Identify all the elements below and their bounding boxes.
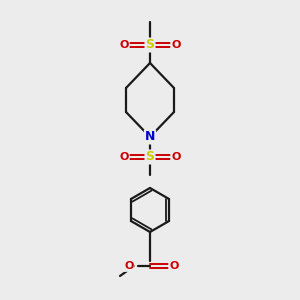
Text: O: O — [119, 152, 129, 162]
Text: S: S — [146, 151, 154, 164]
Text: N: N — [145, 130, 155, 143]
Text: S: S — [146, 38, 154, 52]
Text: O: O — [171, 40, 181, 50]
Text: O: O — [169, 261, 179, 271]
Text: O: O — [119, 40, 129, 50]
Text: O: O — [124, 261, 134, 271]
Text: O: O — [171, 152, 181, 162]
